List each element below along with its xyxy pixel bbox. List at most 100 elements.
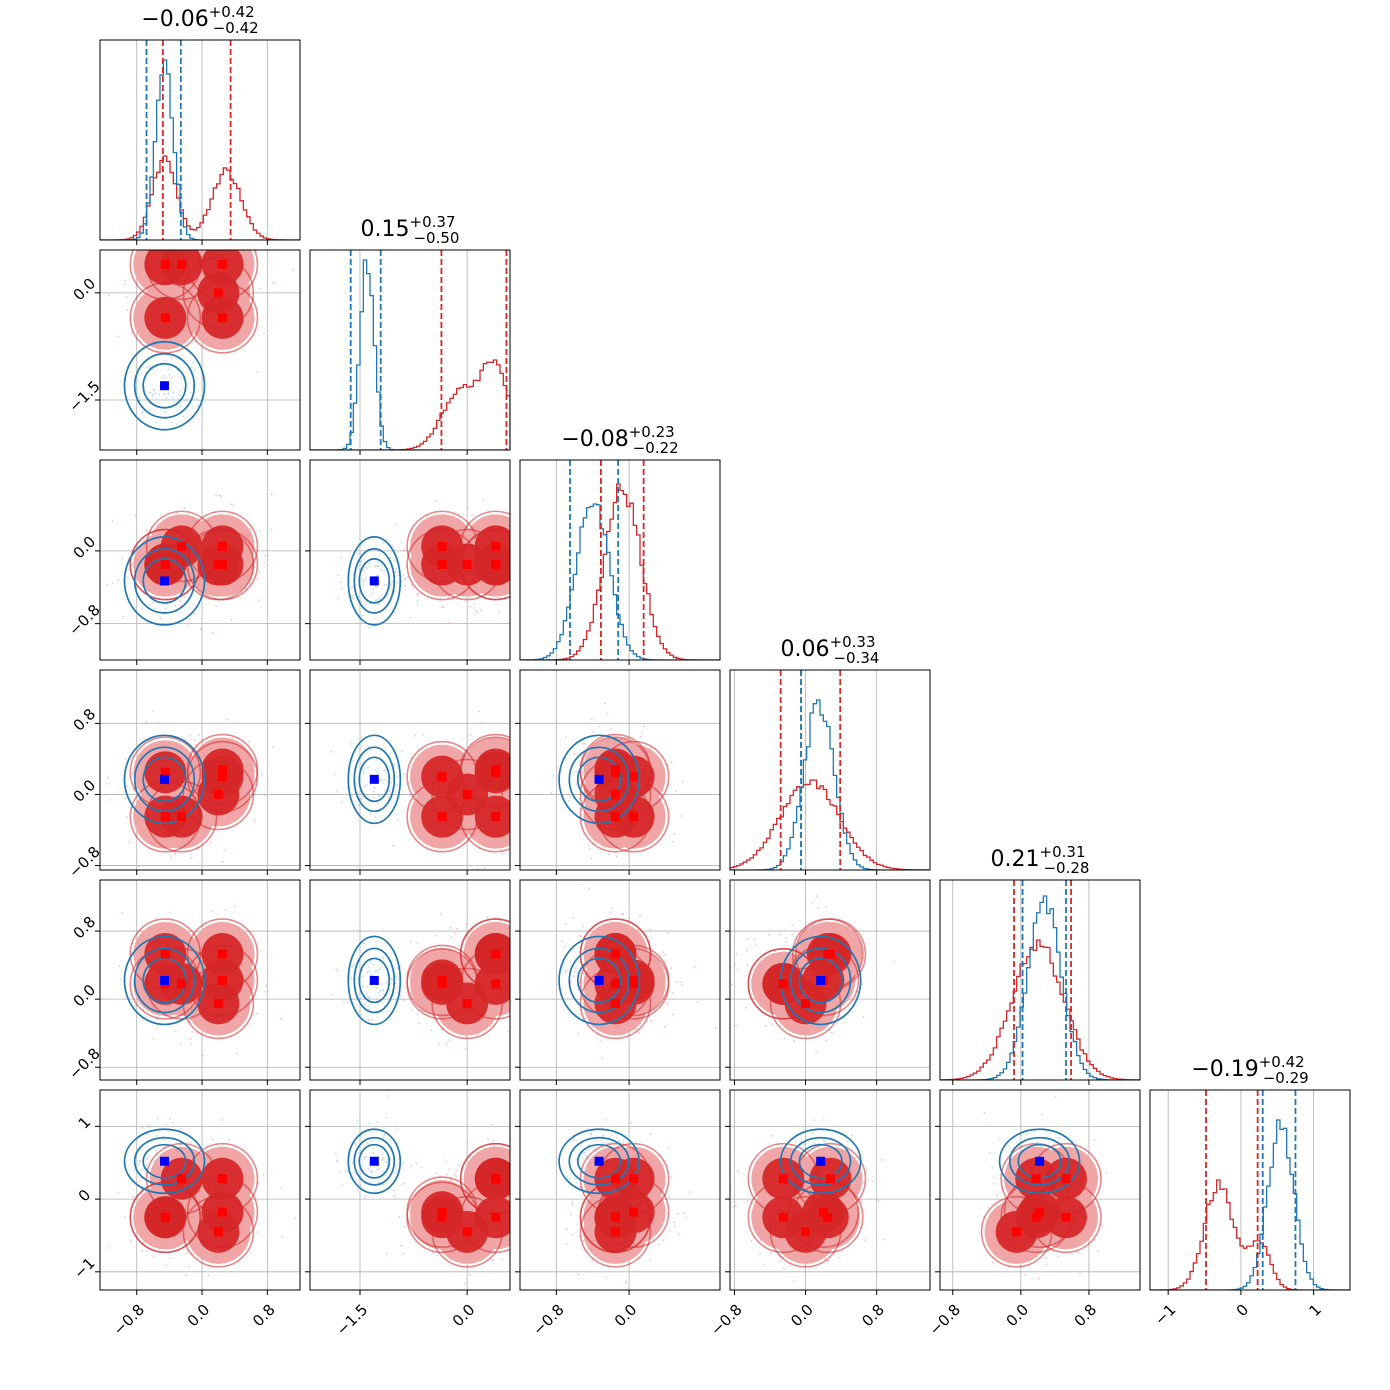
sample-point-blue <box>367 1005 370 1008</box>
panel-3-3: 0.06+0.33 −0.34 <box>729 633 931 875</box>
sample-point-blue <box>111 582 114 585</box>
sample-point-blue <box>394 560 397 563</box>
contour-line-red <box>406 510 478 583</box>
sample-point-red <box>194 743 197 746</box>
truth-marker-red <box>610 789 620 799</box>
sample-point-blue <box>396 784 399 787</box>
sample-point-blue <box>145 1163 148 1166</box>
truth-marker-red <box>160 949 170 959</box>
sample-point-blue <box>375 758 378 761</box>
sample-point-red <box>662 1239 665 1241</box>
sample-point-blue <box>396 776 399 779</box>
truth-marker-red <box>213 998 223 1008</box>
sample-point-blue <box>382 781 385 784</box>
sample-point-blue <box>146 1157 149 1160</box>
contour-line-red <box>579 918 652 990</box>
sample-point-red <box>215 494 218 497</box>
sample-point-blue <box>369 995 371 998</box>
sample-point-red <box>211 1138 214 1141</box>
sample-point-blue <box>384 778 387 781</box>
y-tick-label: −0.8 <box>65 601 103 639</box>
panel-4-4: 0.21+0.31 −0.28 <box>939 843 1141 1085</box>
sample-point-red <box>668 1229 671 1232</box>
sample-point-red <box>511 984 513 986</box>
sample-point-blue <box>333 773 336 776</box>
sample-point-red <box>117 1191 120 1194</box>
sample-point-red <box>253 244 255 246</box>
sample-point-red <box>785 937 787 940</box>
sample-point-red <box>514 1167 516 1169</box>
contour-line-red <box>145 250 218 301</box>
sample-point-blue <box>391 978 394 981</box>
truth-marker-red <box>462 998 472 1008</box>
histogram-blue <box>520 503 720 660</box>
truth-marker-red <box>217 1174 227 1184</box>
sample-point-blue <box>382 1156 385 1159</box>
sample-point-blue <box>369 1181 371 1183</box>
truth-marker-red <box>610 1174 620 1184</box>
sample-point-red <box>673 832 676 835</box>
sample-point-red <box>578 961 581 964</box>
sample-point-red <box>416 594 419 597</box>
sample-point-red <box>535 1216 537 1218</box>
sample-point-red <box>513 471 515 473</box>
sample-point-blue <box>374 599 377 602</box>
sample-point-red <box>735 953 738 956</box>
sample-point-red <box>779 934 781 936</box>
sample-point-blue <box>148 392 151 394</box>
sample-point-red <box>436 1254 439 1257</box>
sample-point-red <box>517 762 519 764</box>
sample-point-red <box>471 514 474 516</box>
truth-marker-red <box>160 560 170 570</box>
sample-point-blue <box>389 584 392 586</box>
title-value: 0.06 <box>781 637 830 662</box>
sample-point-red <box>221 247 223 249</box>
sample-point-blue <box>140 372 143 374</box>
sample-point-red <box>256 577 258 580</box>
panel-content <box>100 710 274 868</box>
sample-point-red <box>803 1264 806 1267</box>
sample-point-red <box>510 1016 512 1018</box>
sample-point-red <box>525 533 527 535</box>
sample-point-red <box>448 1039 451 1042</box>
sample-point-red <box>522 595 524 597</box>
sample-point-blue <box>395 783 398 786</box>
sample-point-red <box>584 874 586 876</box>
sample-point-red <box>569 981 572 983</box>
sample-point-blue <box>350 977 353 980</box>
contour-line-red <box>406 528 478 601</box>
sample-point-blue <box>170 421 173 424</box>
sample-point-blue <box>381 1158 383 1161</box>
sample-point-red <box>780 1260 783 1262</box>
sample-point-blue <box>167 392 170 395</box>
sample-point-red <box>533 1148 535 1150</box>
sample-point-red <box>664 953 667 956</box>
sample-point-red <box>476 1033 478 1036</box>
sample-point-red <box>516 572 518 574</box>
contour-line-red <box>129 1181 202 1254</box>
contour-line-red <box>145 948 218 1020</box>
sample-point-red <box>517 745 519 747</box>
sample-point-red <box>666 1212 669 1215</box>
sample-point-blue <box>383 1134 386 1137</box>
sample-point-red <box>292 268 294 271</box>
sample-point-red <box>792 1040 795 1042</box>
truth-marker-blue <box>159 975 169 985</box>
sample-point-red <box>753 938 756 941</box>
sample-point-blue <box>377 561 380 564</box>
sample-point-blue <box>382 541 385 544</box>
sample-point-red <box>230 513 233 516</box>
sample-point-red <box>765 1025 767 1027</box>
sample-point-red <box>606 712 609 715</box>
sample-point-red <box>435 500 437 502</box>
title-lower: −0.50 <box>413 229 459 247</box>
sample-point-blue <box>362 1168 364 1171</box>
sample-point-blue <box>336 790 338 793</box>
sample-point-red <box>258 570 261 573</box>
sample-point-red <box>199 628 202 631</box>
sample-point-red <box>513 1042 515 1044</box>
sample-point-red <box>449 926 452 929</box>
sample-point-red <box>221 860 224 863</box>
sample-point-blue <box>194 612 196 615</box>
panel-frame <box>99 669 301 871</box>
